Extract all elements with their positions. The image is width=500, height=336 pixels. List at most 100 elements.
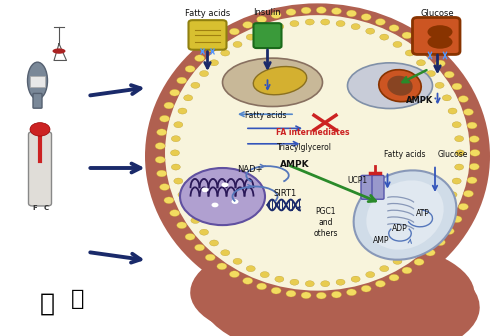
Circle shape bbox=[414, 40, 424, 47]
Circle shape bbox=[178, 192, 187, 198]
Circle shape bbox=[351, 276, 360, 282]
Circle shape bbox=[320, 281, 330, 287]
Ellipse shape bbox=[28, 62, 48, 99]
Circle shape bbox=[176, 222, 186, 228]
FancyBboxPatch shape bbox=[372, 175, 384, 199]
Circle shape bbox=[200, 71, 208, 77]
FancyBboxPatch shape bbox=[412, 17, 460, 54]
Circle shape bbox=[160, 184, 170, 191]
Circle shape bbox=[393, 41, 402, 47]
Circle shape bbox=[246, 34, 256, 40]
Circle shape bbox=[275, 24, 284, 30]
Circle shape bbox=[242, 278, 252, 284]
Circle shape bbox=[316, 292, 326, 299]
Ellipse shape bbox=[348, 63, 432, 109]
Circle shape bbox=[442, 95, 452, 101]
Circle shape bbox=[361, 14, 371, 20]
Circle shape bbox=[444, 71, 454, 78]
Circle shape bbox=[458, 96, 468, 102]
Circle shape bbox=[200, 229, 208, 235]
Circle shape bbox=[464, 191, 473, 197]
Circle shape bbox=[210, 240, 218, 246]
Circle shape bbox=[393, 258, 402, 264]
Circle shape bbox=[170, 89, 179, 96]
Text: PGC1
and
others: PGC1 and others bbox=[314, 207, 338, 238]
Circle shape bbox=[271, 287, 281, 294]
Circle shape bbox=[435, 217, 444, 223]
Circle shape bbox=[389, 274, 399, 281]
Circle shape bbox=[416, 60, 426, 66]
Circle shape bbox=[260, 271, 270, 278]
Circle shape bbox=[256, 283, 266, 290]
Circle shape bbox=[185, 66, 195, 72]
Ellipse shape bbox=[52, 48, 66, 54]
Circle shape bbox=[191, 82, 200, 88]
Text: FA intermediates: FA intermediates bbox=[276, 128, 350, 136]
Circle shape bbox=[336, 279, 345, 285]
Circle shape bbox=[184, 95, 192, 101]
Text: AMPK: AMPK bbox=[280, 160, 310, 169]
Circle shape bbox=[301, 7, 311, 14]
Circle shape bbox=[172, 136, 180, 142]
Circle shape bbox=[376, 18, 386, 25]
Ellipse shape bbox=[145, 3, 490, 309]
Circle shape bbox=[467, 177, 477, 184]
Circle shape bbox=[442, 205, 452, 211]
Circle shape bbox=[425, 249, 435, 256]
Circle shape bbox=[470, 136, 480, 142]
Circle shape bbox=[220, 50, 230, 56]
Circle shape bbox=[242, 22, 252, 28]
Text: F: F bbox=[32, 205, 38, 211]
Circle shape bbox=[30, 123, 50, 136]
Text: Insulin: Insulin bbox=[254, 8, 281, 17]
Circle shape bbox=[436, 60, 446, 67]
Circle shape bbox=[467, 122, 477, 129]
Circle shape bbox=[351, 24, 360, 30]
Ellipse shape bbox=[190, 238, 410, 336]
Circle shape bbox=[164, 197, 174, 204]
Circle shape bbox=[220, 250, 230, 256]
Text: 🏃: 🏃 bbox=[40, 292, 55, 316]
Circle shape bbox=[452, 122, 461, 128]
Circle shape bbox=[454, 136, 464, 142]
Circle shape bbox=[202, 187, 208, 192]
Circle shape bbox=[164, 102, 174, 109]
Circle shape bbox=[406, 50, 414, 56]
Circle shape bbox=[470, 150, 480, 156]
FancyBboxPatch shape bbox=[254, 23, 281, 48]
Circle shape bbox=[275, 276, 284, 282]
Text: Fatty acids: Fatty acids bbox=[245, 112, 286, 120]
Circle shape bbox=[346, 289, 356, 296]
Circle shape bbox=[366, 271, 374, 278]
Circle shape bbox=[217, 36, 227, 43]
Text: ATP: ATP bbox=[416, 209, 430, 218]
Circle shape bbox=[217, 263, 227, 270]
Circle shape bbox=[380, 34, 388, 40]
Circle shape bbox=[290, 279, 299, 285]
Circle shape bbox=[286, 290, 296, 297]
Circle shape bbox=[332, 291, 342, 298]
Circle shape bbox=[155, 157, 165, 163]
Text: Fatty acids: Fatty acids bbox=[185, 9, 230, 18]
Circle shape bbox=[306, 19, 314, 25]
FancyBboxPatch shape bbox=[28, 132, 52, 206]
Circle shape bbox=[233, 258, 242, 264]
Ellipse shape bbox=[366, 180, 444, 250]
Circle shape bbox=[301, 292, 311, 299]
Bar bbox=[30, 76, 45, 87]
Circle shape bbox=[271, 12, 281, 18]
FancyBboxPatch shape bbox=[361, 175, 373, 199]
Circle shape bbox=[256, 16, 266, 23]
Circle shape bbox=[176, 77, 186, 84]
Ellipse shape bbox=[379, 70, 421, 102]
Ellipse shape bbox=[276, 242, 474, 336]
Circle shape bbox=[155, 142, 165, 149]
Circle shape bbox=[230, 271, 239, 278]
Circle shape bbox=[454, 164, 464, 170]
Circle shape bbox=[180, 168, 265, 225]
Circle shape bbox=[174, 122, 183, 128]
Circle shape bbox=[156, 170, 166, 177]
Ellipse shape bbox=[388, 76, 412, 96]
Circle shape bbox=[184, 205, 192, 211]
Circle shape bbox=[156, 129, 166, 136]
